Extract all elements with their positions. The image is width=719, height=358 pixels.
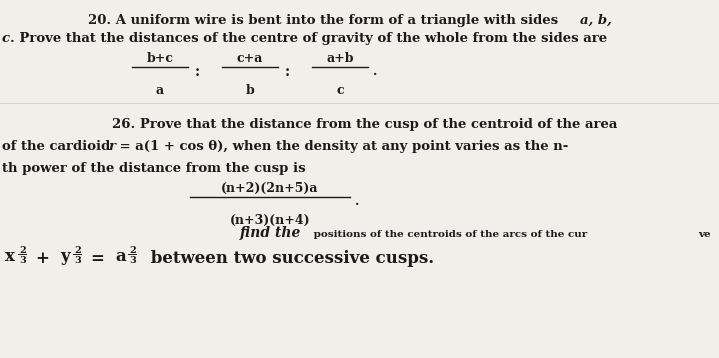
Text: c+a: c+a bbox=[237, 52, 263, 65]
Text: 2: 2 bbox=[129, 246, 136, 255]
Text: a, b,: a, b, bbox=[580, 14, 612, 27]
Text: 3: 3 bbox=[129, 256, 136, 265]
Text: +: + bbox=[35, 250, 49, 267]
Text: .: . bbox=[373, 65, 377, 78]
Text: 2: 2 bbox=[74, 246, 81, 255]
Text: =: = bbox=[90, 250, 104, 267]
Text: r: r bbox=[108, 140, 115, 153]
Text: 3: 3 bbox=[19, 256, 26, 265]
Text: y: y bbox=[60, 248, 70, 265]
Text: :: : bbox=[195, 65, 200, 79]
Text: b: b bbox=[246, 84, 255, 97]
Text: (n+3)(n+4): (n+3)(n+4) bbox=[229, 214, 311, 227]
Text: find the: find the bbox=[240, 226, 301, 240]
Text: 3: 3 bbox=[74, 256, 81, 265]
Text: c: c bbox=[2, 32, 10, 45]
Text: 2: 2 bbox=[19, 246, 26, 255]
Text: c: c bbox=[336, 84, 344, 97]
Text: a: a bbox=[115, 248, 126, 265]
Text: of the cardioid: of the cardioid bbox=[2, 140, 115, 153]
Text: a: a bbox=[156, 84, 164, 97]
Text: :: : bbox=[285, 65, 290, 79]
Text: ve: ve bbox=[698, 230, 710, 239]
Text: a+b: a+b bbox=[326, 52, 354, 65]
Text: 20. A uniform wire is bent into the form of a triangle with sides: 20. A uniform wire is bent into the form… bbox=[88, 14, 563, 27]
Text: th power of the distance from the cusp is: th power of the distance from the cusp i… bbox=[2, 162, 306, 175]
Text: = a(1 + cos θ), when the density at any point varies as the n-: = a(1 + cos θ), when the density at any … bbox=[115, 140, 569, 153]
Text: positions of the centroids of the arcs of the cur: positions of the centroids of the arcs o… bbox=[310, 230, 587, 239]
Text: .: . bbox=[355, 195, 360, 208]
Text: between two successive cusps.: between two successive cusps. bbox=[145, 250, 434, 267]
Text: x: x bbox=[5, 248, 15, 265]
Text: 26. Prove that the distance from the cusp of the centroid of the area: 26. Prove that the distance from the cus… bbox=[112, 118, 618, 131]
Text: b+c: b+c bbox=[147, 52, 173, 65]
Text: (n+2)(2n+5)a: (n+2)(2n+5)a bbox=[221, 182, 319, 195]
Text: . Prove that the distances of the centre of gravity of the whole from the sides : . Prove that the distances of the centre… bbox=[10, 32, 607, 45]
